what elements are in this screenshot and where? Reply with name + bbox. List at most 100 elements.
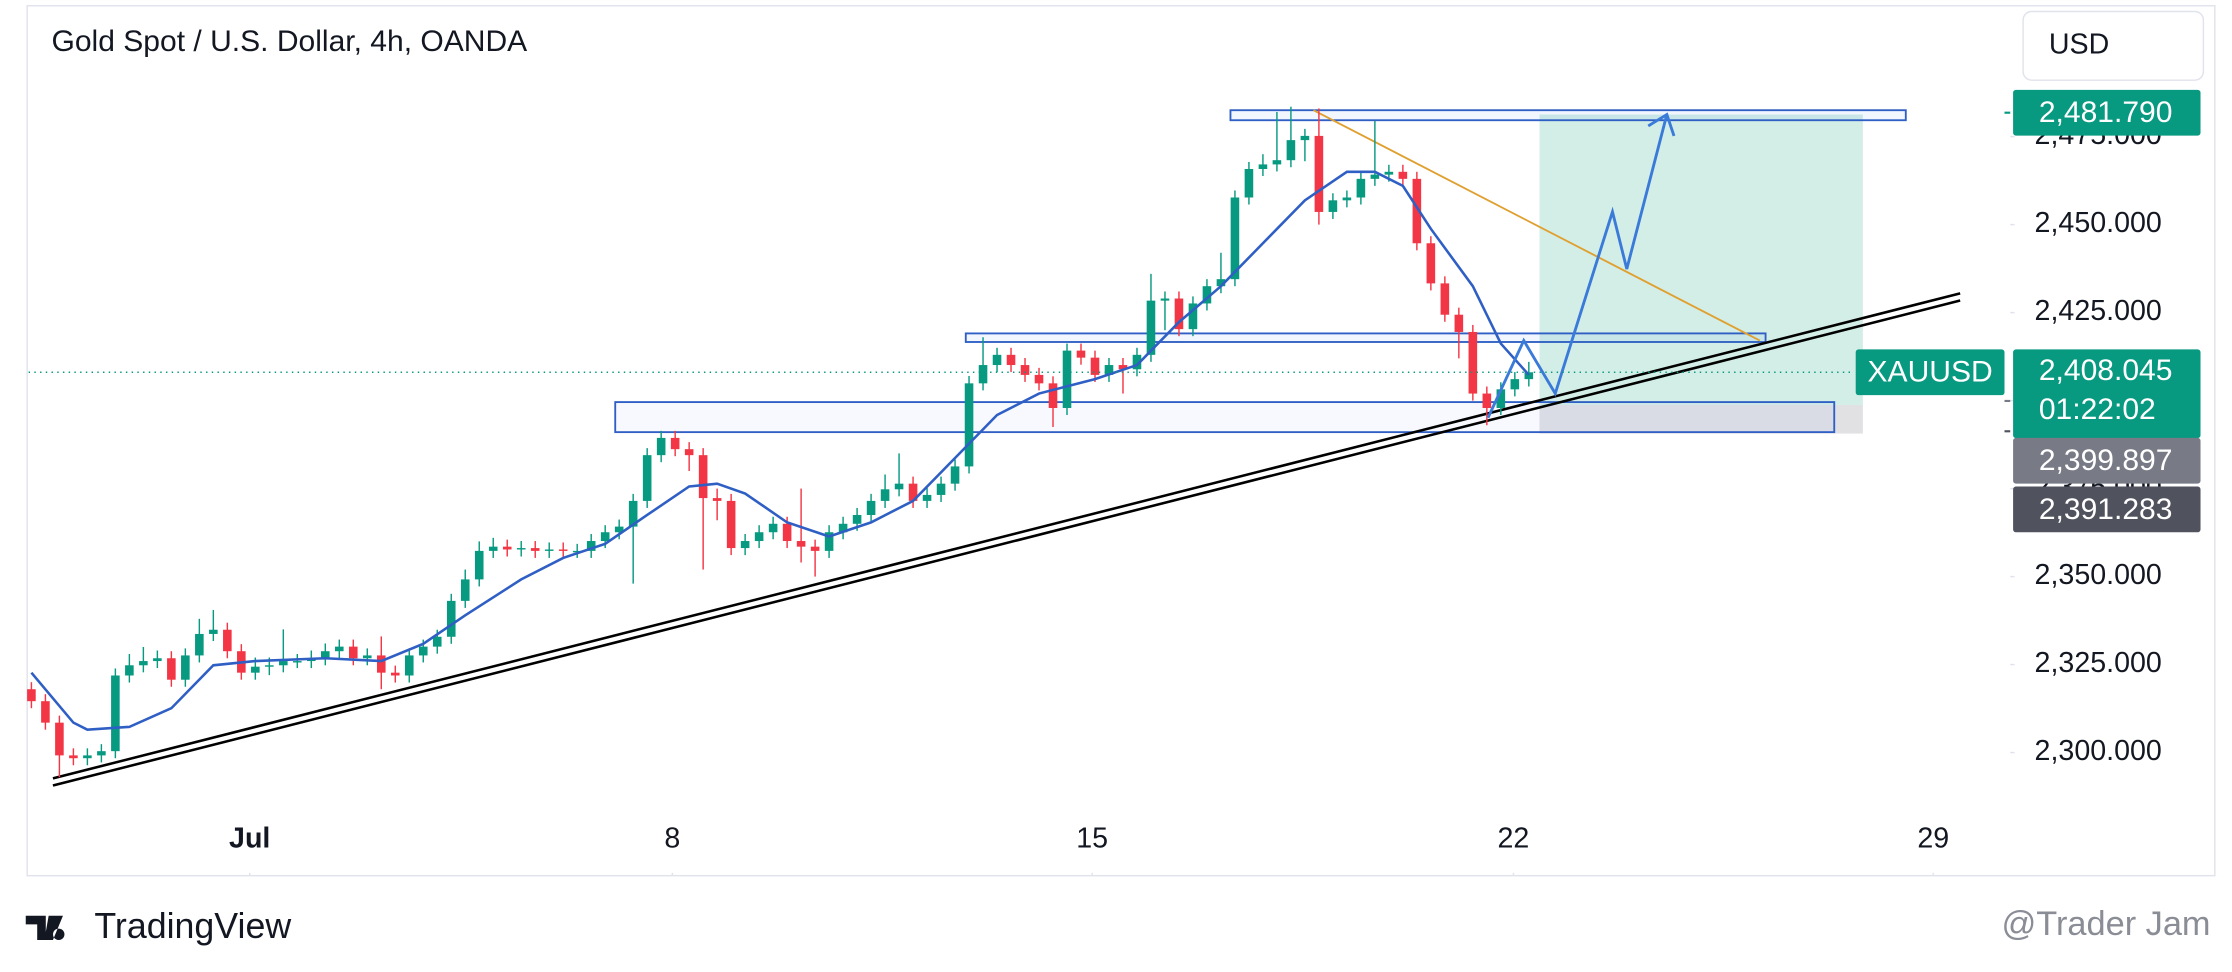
x-tick-label: 15 (1076, 822, 1108, 854)
candle-body (432, 636, 442, 647)
candle-body (1132, 354, 1142, 370)
candle-body (1342, 197, 1352, 201)
candle-body (530, 548, 540, 551)
up-trendline (52, 292, 1961, 780)
candle-body (223, 629, 232, 652)
candle-body (1454, 314, 1464, 332)
candle-body (1314, 135, 1324, 212)
candle-body (670, 437, 680, 450)
candle-body (628, 500, 638, 527)
candle-body (376, 655, 386, 673)
candle-body (544, 549, 554, 551)
candle-body (614, 526, 624, 533)
down-trendline (1313, 109, 1761, 342)
candle-body (1384, 171, 1394, 175)
brand[interactable]: TradingView (25, 906, 292, 946)
resistance-box (1229, 109, 1907, 122)
candle-body (866, 500, 876, 515)
candle-body (1440, 283, 1450, 315)
candle-body (1216, 279, 1226, 287)
candle-body (1286, 140, 1296, 161)
candle-body (279, 661, 288, 666)
candle-body (1146, 300, 1156, 355)
price-label: 2,481.790 (2039, 96, 2173, 129)
candle-body (321, 651, 330, 659)
y-tick-label: 2,325.000 (2035, 647, 2162, 679)
candle-body (1496, 389, 1506, 408)
candle-body (1468, 331, 1478, 394)
price-label-box (2013, 437, 2201, 484)
candle-body (55, 722, 64, 756)
candle-body (824, 532, 834, 551)
candle-body (293, 661, 302, 663)
x-tick-label: 8 (664, 822, 680, 854)
candle-body (1188, 303, 1198, 330)
candle-body (964, 383, 974, 467)
candle-body (1258, 164, 1268, 169)
candle-body (1020, 365, 1030, 375)
candle-body (502, 546, 512, 550)
last-price-label: 2,408.045 (2039, 354, 2173, 387)
currency-button[interactable]: USD (2022, 10, 2205, 81)
candle-body (894, 483, 904, 490)
candle-body (97, 751, 106, 756)
price-label-box (2013, 89, 2201, 136)
candle-body (1356, 178, 1366, 198)
candle-body (418, 646, 428, 656)
candle-body (838, 523, 848, 533)
candle-body (209, 629, 218, 634)
up-trendline (52, 299, 1961, 787)
candle-body (1034, 374, 1044, 384)
symbol-label-box (1855, 349, 2005, 396)
moving-average (30, 170, 1530, 732)
candle-body (195, 633, 204, 656)
candle-body (880, 489, 890, 501)
currency-label[interactable]: USD (2049, 28, 2109, 60)
candle-body (27, 689, 36, 702)
candle-body (1230, 197, 1240, 280)
candle-body (1090, 357, 1100, 375)
candle-body (754, 532, 764, 542)
candle-body (712, 498, 722, 501)
candle-body (796, 541, 806, 547)
candle-body (167, 658, 176, 680)
projection-arrowhead (1647, 112, 1676, 137)
currency-button-box[interactable] (2022, 10, 2205, 81)
x-tick-label: 29 (1917, 822, 1949, 854)
candle-body (181, 655, 190, 680)
candle-body (265, 665, 274, 667)
candle-body (740, 541, 750, 549)
symbol-label: XAUUSD (1868, 356, 1993, 389)
candle-body (572, 550, 582, 553)
candle-body (1160, 298, 1170, 301)
projection-path (1486, 114, 1669, 419)
candle-body (1118, 365, 1128, 370)
candle-body (1174, 298, 1184, 330)
candle-body (936, 483, 946, 495)
candle-body (600, 532, 610, 542)
support-box (614, 401, 1836, 434)
candle-body (810, 546, 820, 551)
candle-body (362, 655, 372, 659)
candle-body (922, 494, 932, 501)
candle-body (83, 755, 92, 759)
candle-body (978, 365, 988, 384)
brand-logo[interactable] (25, 915, 65, 941)
candle-body (1524, 372, 1534, 380)
y-tick-label: 2,425.000 (2035, 295, 2162, 327)
candle-body (1048, 383, 1058, 408)
watermark: @Trader Jam (2001, 905, 2210, 943)
last-price-box (2013, 349, 2201, 439)
candle-body (642, 455, 652, 501)
y-tick-label: 2,450.000 (2035, 207, 2162, 239)
candle-body (1328, 200, 1338, 212)
candle-body (782, 523, 792, 542)
overlay (1486, 112, 1676, 419)
brand-name[interactable]: TradingView (94, 906, 291, 946)
candle-body (1426, 243, 1436, 284)
candle-body (768, 523, 778, 533)
candle-body (684, 449, 694, 456)
countdown-label: 01:22:02 (2039, 393, 2156, 426)
